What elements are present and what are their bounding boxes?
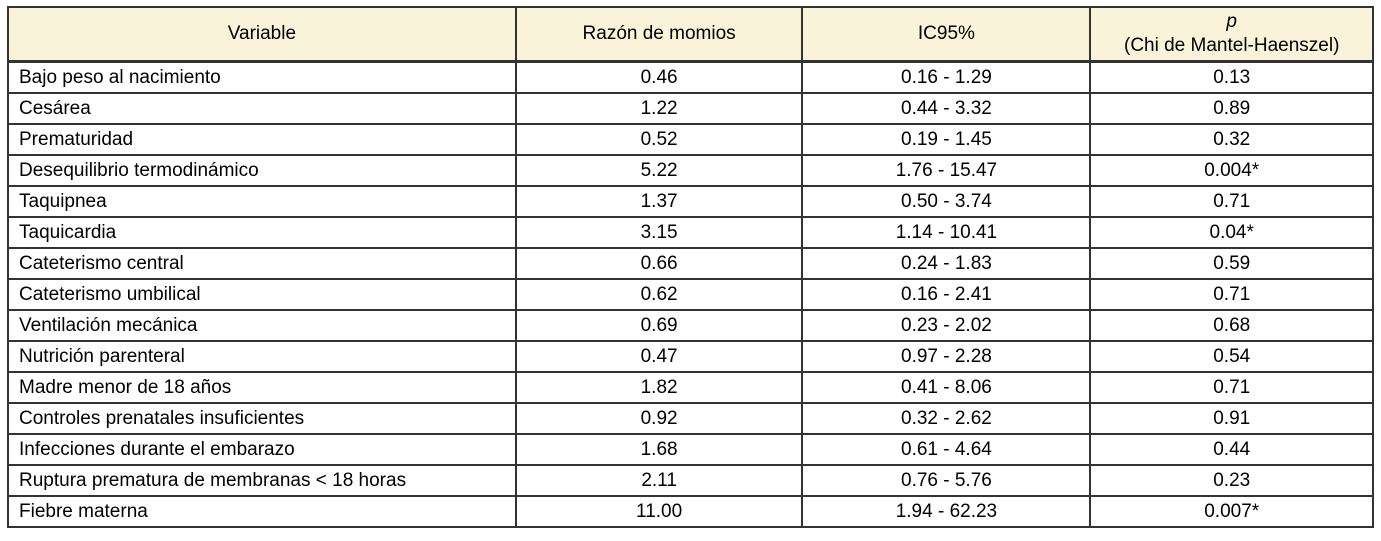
ci95-cell: 0.50 - 3.74 [801,185,1092,218]
odds-ratio-cell: 3.15 [514,216,804,249]
variable-cell: Cateterismo central [7,247,517,280]
p-value-cell: 0.91 [1089,402,1374,435]
table-row: Taquipnea 1.37 0.50 - 3.74 0.71 [7,185,1374,218]
variable-cell: Taquicardia [7,216,517,249]
table-body: Bajo peso al nacimiento 0.46 0.16 - 1.29… [7,60,1374,528]
col-header-ic95: IC95% [801,6,1092,63]
table-row: Cesárea 1.22 0.44 - 3.32 0.89 [7,92,1374,125]
p-value-cell: 0.89 [1089,92,1374,125]
table-row: Bajo peso al nacimiento 0.46 0.16 - 1.29… [7,60,1374,94]
table-row: Cateterismo central 0.66 0.24 - 1.83 0.5… [7,247,1374,280]
col-header-p: p (Chi de Mantel-Haenszel) [1089,6,1374,63]
variable-cell: Cesárea [7,92,517,125]
ci95-cell: 0.97 - 2.28 [801,340,1092,373]
header-row: Variable Razón de momios IC95% p (Chi de… [7,6,1374,63]
ci95-cell: 1.76 - 15.47 [801,154,1092,187]
variable-cell: Desequilibrio termodinámico [7,154,517,187]
variable-cell: Ruptura prematura de membranas < 18 hora… [7,464,517,497]
ci95-cell: 1.94 - 62.23 [801,495,1092,528]
odds-ratio-cell: 0.52 [514,123,804,156]
p-header-subtitle: (Chi de Mantel-Haenszel) [1124,35,1340,56]
variable-cell: Controles prenatales insuficientes [7,402,517,435]
variable-cell: Nutrición parenteral [7,340,517,373]
variable-cell: Prematuridad [7,123,517,156]
odds-ratio-cell: 0.47 [514,340,804,373]
ci95-cell: 0.16 - 2.41 [801,278,1092,311]
odds-ratio-cell: 2.11 [514,464,804,497]
col-header-razon-de-momios: Razón de momios [514,6,804,63]
odds-ratio-cell: 0.66 [514,247,804,280]
odds-ratio-cell: 0.92 [514,402,804,435]
ci95-cell: 0.41 - 8.06 [801,371,1092,404]
table-row: Cateterismo umbilical 0.62 0.16 - 2.41 0… [7,278,1374,311]
odds-ratio-table: Variable Razón de momios IC95% p (Chi de… [7,6,1374,528]
p-value-cell: 0.04* [1089,216,1374,249]
odds-ratio-cell: 0.46 [514,60,804,94]
p-value-cell: 0.007* [1089,495,1374,528]
table-row: Nutrición parenteral 0.47 0.97 - 2.28 0.… [7,340,1374,373]
p-value-cell: 0.71 [1089,371,1374,404]
table-row: Ventilación mecánica 0.69 0.23 - 2.02 0.… [7,309,1374,342]
table-row: Prematuridad 0.52 0.19 - 1.45 0.32 [7,123,1374,156]
odds-ratio-cell: 5.22 [514,154,804,187]
variable-cell: Madre menor de 18 años [7,371,517,404]
ci95-cell: 0.23 - 2.02 [801,309,1092,342]
variable-cell: Taquipnea [7,185,517,218]
ci95-cell: 0.19 - 1.45 [801,123,1092,156]
odds-ratio-cell: 1.68 [514,433,804,466]
ci95-cell: 0.44 - 3.32 [801,92,1092,125]
ci95-cell: 1.14 - 10.41 [801,216,1092,249]
p-value-cell: 0.54 [1089,340,1374,373]
variable-cell: Ventilación mecánica [7,309,517,342]
table-row: Ruptura prematura de membranas < 18 hora… [7,464,1374,497]
p-value-cell: 0.32 [1089,123,1374,156]
p-value-cell: 0.71 [1089,185,1374,218]
odds-ratio-cell: 1.22 [514,92,804,125]
ci95-cell: 0.61 - 4.64 [801,433,1092,466]
odds-ratio-cell: 1.37 [514,185,804,218]
col-header-variable: Variable [7,6,517,63]
ci95-cell: 0.76 - 5.76 [801,464,1092,497]
ci95-cell: 0.32 - 2.62 [801,402,1092,435]
odds-ratio-cell: 0.69 [514,309,804,342]
p-value-cell: 0.13 [1089,60,1374,94]
table-row: Fiebre materna 11.00 1.94 - 62.23 0.007* [7,495,1374,528]
variable-cell: Bajo peso al nacimiento [7,60,517,94]
table-row: Desequilibrio termodinámico 5.22 1.76 - … [7,154,1374,187]
p-value-cell: 0.44 [1089,433,1374,466]
odds-ratio-cell: 1.82 [514,371,804,404]
table-row: Infecciones durante el embarazo 1.68 0.6… [7,433,1374,466]
table-row: Madre menor de 18 años 1.82 0.41 - 8.06 … [7,371,1374,404]
odds-ratio-cell: 11.00 [514,495,804,528]
variable-cell: Infecciones durante el embarazo [7,433,517,466]
p-value-cell: 0.23 [1089,464,1374,497]
table-row: Controles prenatales insuficientes 0.92 … [7,402,1374,435]
p-value-cell: 0.71 [1089,278,1374,311]
p-value-cell: 0.004* [1089,154,1374,187]
variable-cell: Cateterismo umbilical [7,278,517,311]
p-value-cell: 0.68 [1089,309,1374,342]
p-header-symbol: p [1226,11,1237,33]
variable-cell: Fiebre materna [7,495,517,528]
ci95-cell: 0.16 - 1.29 [801,60,1092,94]
p-value-cell: 0.59 [1089,247,1374,280]
ci95-cell: 0.24 - 1.83 [801,247,1092,280]
odds-ratio-cell: 0.62 [514,278,804,311]
table-row: Taquicardia 3.15 1.14 - 10.41 0.04* [7,216,1374,249]
